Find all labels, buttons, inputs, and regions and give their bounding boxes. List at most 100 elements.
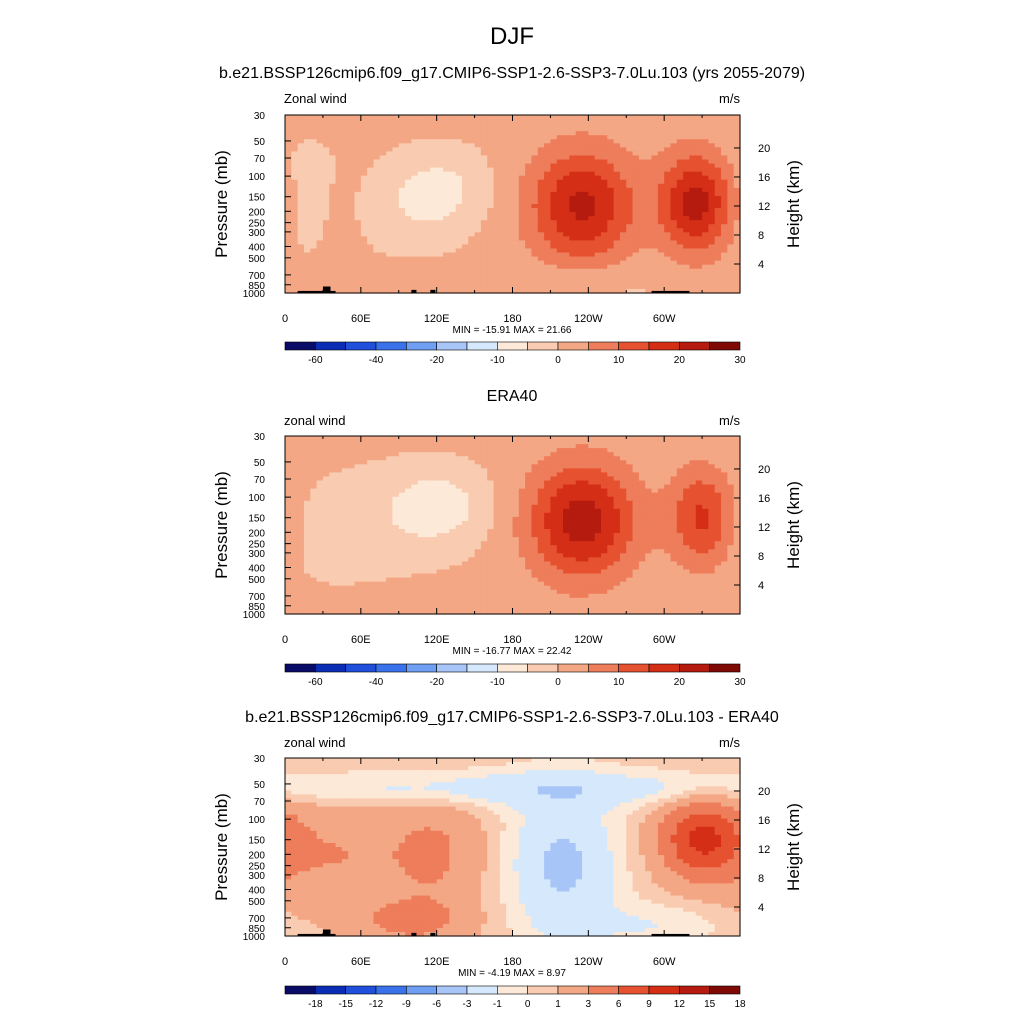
contour-cell — [544, 468, 551, 473]
contour-cell — [664, 155, 671, 160]
contour-cell — [424, 460, 431, 465]
contour-cell — [285, 180, 292, 185]
contour-cell — [500, 476, 507, 481]
contour-cell — [563, 448, 570, 453]
contour-cell — [329, 228, 336, 233]
contour-cell — [727, 521, 734, 526]
contour-cell — [329, 249, 336, 254]
contour-cell — [689, 240, 696, 245]
contour-cell — [323, 452, 330, 457]
contour-cell — [620, 468, 627, 473]
contour-cell — [285, 143, 292, 148]
contour-cell — [380, 127, 387, 132]
contour-cell — [437, 184, 444, 189]
contour-cell — [544, 448, 551, 453]
contour-cell — [595, 151, 602, 156]
contour-cell — [658, 464, 665, 469]
contour-cell — [500, 216, 507, 221]
contour-cell — [323, 212, 330, 217]
contour-cell — [355, 192, 362, 197]
contour-cell — [329, 257, 336, 262]
contour-cell — [336, 497, 343, 502]
contour-cell — [664, 196, 671, 201]
contour-cell — [563, 131, 570, 136]
contour-cell — [418, 444, 425, 449]
contour-cell — [569, 525, 576, 530]
contour-cell — [582, 485, 589, 490]
contour-cell — [443, 168, 450, 173]
contour-cell — [304, 485, 311, 490]
contour-cell — [715, 476, 722, 481]
contour-cell — [411, 440, 418, 445]
contour-cell — [373, 135, 380, 140]
contour-cell — [538, 452, 545, 457]
contour-cell — [380, 285, 387, 290]
contour-cell — [336, 224, 343, 229]
contour-cell — [430, 151, 437, 156]
contour-cell — [639, 436, 646, 441]
contour-cell — [405, 220, 412, 225]
contour-cell — [437, 224, 444, 229]
contour-cell — [443, 464, 450, 469]
contour-cell — [475, 448, 482, 453]
x-tick-label: 60E — [351, 313, 371, 325]
contour-cell — [392, 485, 399, 490]
contour-cell — [550, 200, 557, 205]
contour-cell — [569, 436, 576, 441]
contour-cell — [405, 131, 412, 136]
contour-cell — [633, 265, 640, 270]
contour-cell — [569, 240, 576, 245]
colorbar-swatch — [497, 342, 527, 350]
contour-cell — [620, 160, 627, 165]
contour-cell — [342, 257, 349, 262]
contour-cell — [373, 485, 380, 490]
contour-cell — [715, 232, 722, 237]
contour-cell — [424, 119, 431, 124]
contour-cell — [576, 168, 583, 173]
contour-cell — [670, 212, 677, 217]
contour-cell — [342, 517, 349, 522]
contour-cell — [449, 285, 456, 290]
contour-cell — [670, 244, 677, 249]
contour-cell — [355, 224, 362, 229]
contour-cell — [361, 192, 368, 197]
colorbar-label: 0 — [555, 355, 561, 366]
contour-cell — [727, 180, 734, 185]
contour-cell — [298, 176, 305, 181]
contour-cell — [500, 468, 507, 473]
contour-cell — [323, 456, 330, 461]
contour-cell — [380, 521, 387, 526]
contour-cell — [525, 119, 532, 124]
contour-cell — [519, 123, 526, 128]
contour-cell — [652, 261, 659, 266]
contour-cell — [437, 460, 444, 465]
contour-cell — [588, 481, 595, 486]
contour-cell — [336, 489, 343, 494]
contour-cell — [475, 261, 482, 266]
contour-cell — [683, 151, 690, 156]
contour-cell — [601, 277, 608, 282]
contour-cell — [418, 261, 425, 266]
contour-cell — [639, 452, 646, 457]
contour-cell — [487, 440, 494, 445]
contour-cell — [443, 228, 450, 233]
contour-cell — [563, 192, 570, 197]
contour-cell — [298, 249, 305, 254]
contour-cell — [683, 468, 690, 473]
contour-cell — [582, 220, 589, 225]
contour-cell — [607, 456, 614, 461]
contour-cell — [721, 123, 728, 128]
contour-cell — [702, 236, 709, 241]
contour-cell — [696, 143, 703, 148]
contour-cell — [361, 525, 368, 530]
contour-cell — [658, 147, 665, 152]
contour-cell — [437, 172, 444, 177]
contour-cell — [380, 115, 387, 120]
contour-cell — [639, 485, 646, 490]
contour-cell — [411, 176, 418, 181]
contour-cell — [355, 168, 362, 173]
contour-cell — [557, 249, 564, 254]
contour-cell — [392, 164, 399, 169]
contour-cell — [506, 456, 513, 461]
contour-cell — [291, 509, 298, 514]
